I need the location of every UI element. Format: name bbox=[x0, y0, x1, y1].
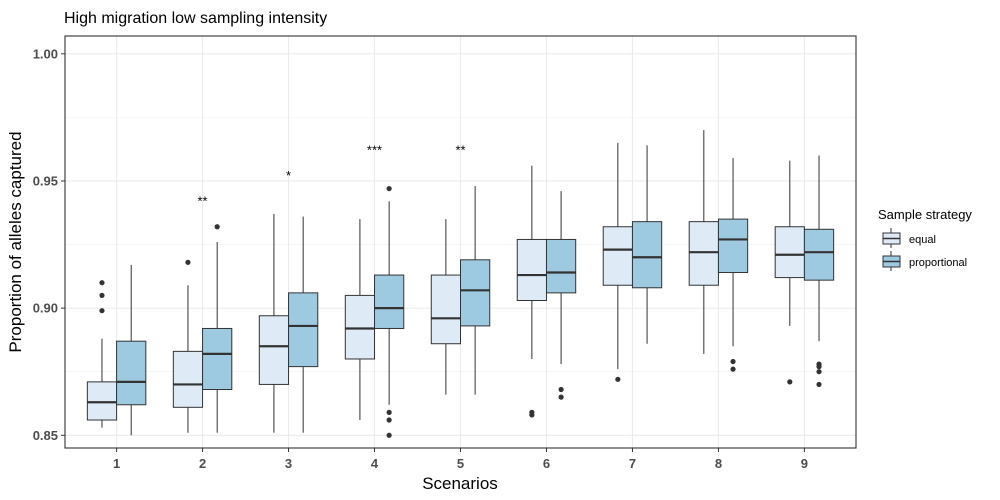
x-axis-title: Scenarios bbox=[422, 474, 498, 493]
box-iqr bbox=[258, 315, 290, 385]
x-tick-label: 5 bbox=[457, 456, 464, 471]
box-proportional-8 bbox=[717, 158, 749, 372]
box-proportional-3 bbox=[288, 216, 319, 433]
legend-label: equal bbox=[909, 234, 936, 246]
legend-item-equal: equal bbox=[882, 228, 936, 248]
box-iqr bbox=[172, 350, 204, 408]
box-iqr bbox=[774, 226, 805, 279]
outlier-point bbox=[185, 259, 191, 265]
chart-title: High migration low sampling intensity bbox=[64, 10, 327, 27]
annotation-layer: ****** ** bbox=[198, 142, 466, 208]
y-tick-label: 0.90 bbox=[33, 301, 58, 316]
significance-label: ** bbox=[198, 193, 208, 208]
box-equal-9 bbox=[774, 160, 805, 385]
outlier-point bbox=[787, 379, 793, 385]
x-tick-label: 2 bbox=[199, 456, 206, 471]
x-tick-label: 4 bbox=[371, 456, 379, 471]
box-equal-8 bbox=[688, 130, 719, 354]
y-tick-label: 0.95 bbox=[33, 173, 58, 188]
box-equal-3 bbox=[258, 214, 290, 433]
box-proportional-9 bbox=[803, 155, 835, 388]
box-proportional-1 bbox=[116, 264, 147, 436]
outlier-point bbox=[816, 381, 822, 388]
y-axis-title: Proportion of alleles captured bbox=[6, 131, 25, 352]
x-tick-label: 6 bbox=[543, 456, 550, 471]
box-equal-4 bbox=[344, 219, 376, 421]
outlier-point bbox=[816, 364, 822, 370]
x-tick-label: 3 bbox=[285, 456, 292, 471]
significance-label: ** bbox=[455, 142, 465, 157]
box-iqr bbox=[374, 274, 405, 329]
outlier-point bbox=[529, 412, 535, 418]
outlier-point bbox=[386, 417, 392, 423]
outlier-point bbox=[386, 185, 392, 192]
box-layer bbox=[86, 130, 835, 438]
box-iqr bbox=[688, 221, 719, 286]
x-axis: 1 2 3 4 5 6 7 8 9 bbox=[113, 448, 808, 471]
box-proportional-6 bbox=[545, 191, 577, 400]
box-iqr bbox=[545, 238, 577, 294]
box-iqr bbox=[202, 327, 233, 391]
box-proportional-4 bbox=[374, 185, 405, 438]
legend-title: Sample strategy bbox=[878, 207, 972, 222]
box-iqr bbox=[86, 381, 118, 421]
outlier-point bbox=[730, 358, 736, 365]
outlier-point bbox=[99, 292, 105, 299]
significance-label: * bbox=[286, 168, 291, 183]
legend: Sample strategy equal proportional bbox=[878, 207, 972, 271]
significance-label: *** bbox=[367, 142, 382, 157]
box-iqr bbox=[116, 340, 147, 406]
box-proportional-2 bbox=[202, 224, 233, 433]
box-iqr bbox=[602, 226, 633, 286]
box-proportional-5 bbox=[460, 186, 491, 395]
box-iqr bbox=[717, 218, 749, 274]
x-tick-label: 1 bbox=[113, 456, 120, 471]
box-equal-6 bbox=[516, 165, 547, 418]
legend-keys: equal proportional bbox=[882, 228, 967, 271]
box-equal-7 bbox=[602, 142, 633, 382]
box-proportional-7 bbox=[631, 145, 663, 344]
box-equal-1 bbox=[86, 280, 118, 428]
outlier-point bbox=[558, 394, 564, 400]
outlier-point bbox=[386, 409, 392, 415]
x-tick-label: 8 bbox=[715, 456, 722, 471]
outlier-point bbox=[386, 432, 392, 438]
y-tick-label: 0.85 bbox=[33, 428, 58, 443]
y-tick-label: 1.00 bbox=[33, 46, 58, 61]
outlier-point bbox=[730, 366, 736, 372]
box-iqr bbox=[344, 294, 376, 360]
y-axis: 0.85 0.90 0.95 1.00 bbox=[33, 46, 65, 443]
outlier-point bbox=[99, 308, 105, 314]
outlier-point bbox=[816, 369, 822, 375]
box-iqr bbox=[803, 228, 835, 281]
legend-item-proportional: proportional bbox=[882, 251, 967, 271]
box-equal-2 bbox=[172, 259, 204, 433]
outlier-point bbox=[99, 280, 105, 286]
x-tick-label: 9 bbox=[801, 456, 808, 471]
box-iqr bbox=[288, 292, 319, 368]
box-iqr bbox=[430, 274, 462, 345]
outlier-point bbox=[214, 224, 220, 230]
outlier-point bbox=[558, 386, 564, 393]
box-iqr bbox=[516, 238, 547, 301]
x-tick-label: 7 bbox=[629, 456, 636, 471]
box-iqr bbox=[460, 259, 491, 327]
box-equal-5 bbox=[430, 219, 462, 395]
legend-label: proportional bbox=[909, 257, 967, 269]
box-iqr bbox=[631, 221, 663, 289]
outlier-point bbox=[615, 376, 621, 382]
